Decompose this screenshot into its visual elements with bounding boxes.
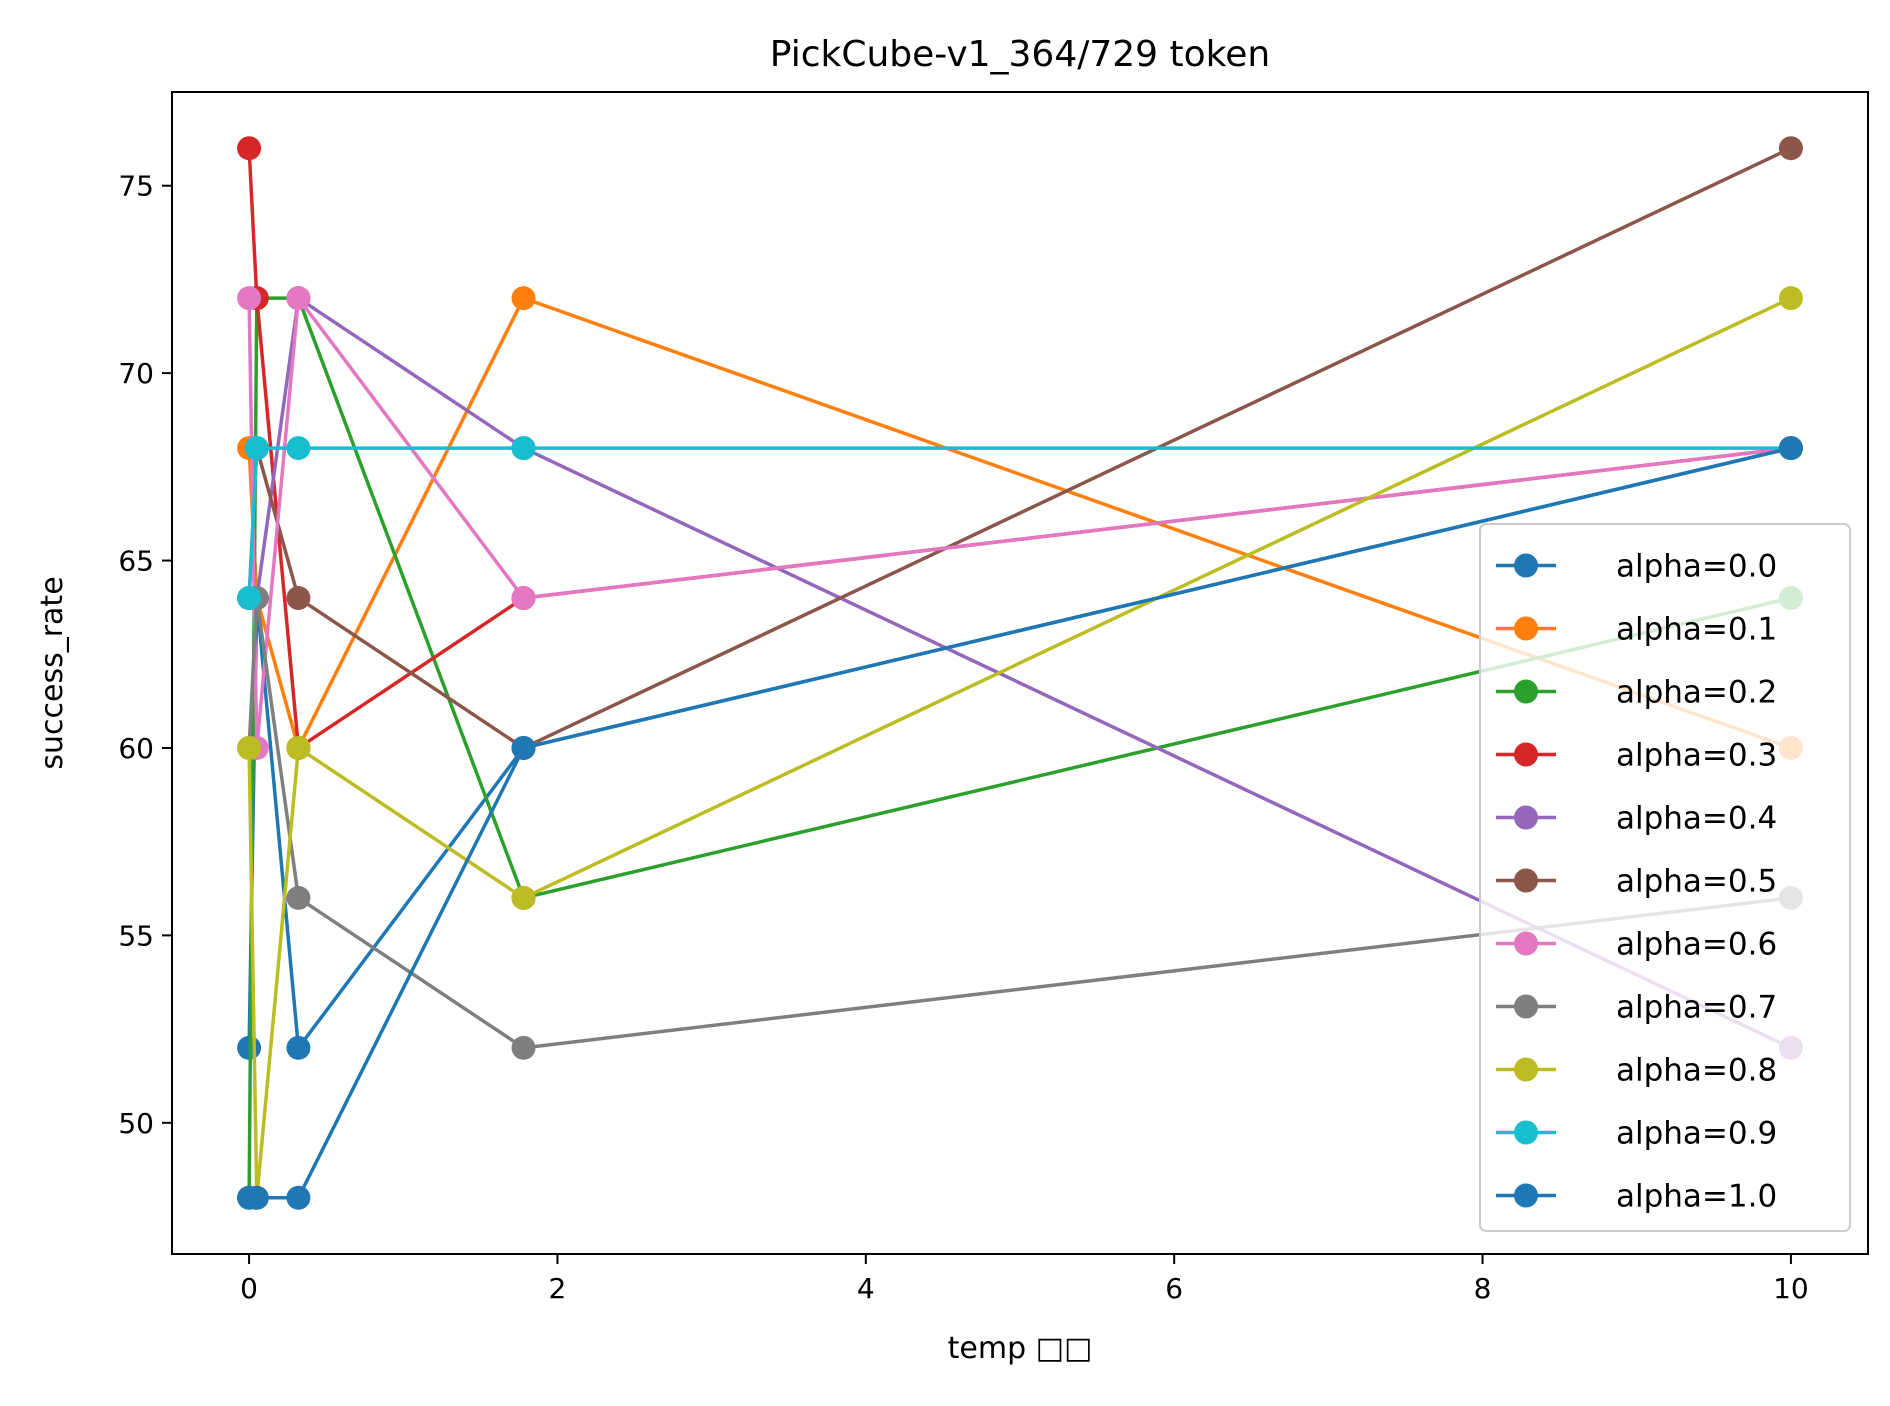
data-point — [286, 1035, 311, 1060]
data-point — [286, 735, 311, 760]
legend-label: alpha=1.0 — [1616, 1179, 1777, 1215]
chart-title: PickCube-v1_364/729 token — [770, 34, 1270, 75]
series-alpha-1-0 — [237, 436, 1803, 1210]
data-point — [511, 1035, 536, 1060]
data-point — [511, 586, 536, 611]
x-tick-label: 4 — [857, 1272, 875, 1305]
plot-frame — [171, 91, 1869, 1255]
legend-item: alpha=1.0 — [1496, 1179, 1777, 1215]
series-layer — [237, 136, 1803, 1210]
legend-label: alpha=0.7 — [1616, 990, 1777, 1026]
legend-item: alpha=0.0 — [1496, 549, 1777, 585]
legend-marker — [1514, 679, 1538, 704]
legend-label: alpha=0.8 — [1616, 1053, 1777, 1089]
legend-marker — [1514, 616, 1538, 641]
legend-item: alpha=0.2 — [1496, 675, 1777, 711]
legend-box — [1479, 523, 1851, 1232]
legend: alpha=0.0 alpha=0.1 alpha=0.2 alpha=0.3 alph… — [1479, 523, 1851, 1232]
y-tick-label: 65 — [118, 545, 154, 578]
legend-item: alpha=0.5 — [1496, 864, 1777, 900]
legend-label: alpha=0.1 — [1616, 612, 1777, 648]
data-point — [1778, 136, 1803, 161]
x-axis: 0 2 4 6 8 10 — [240, 1254, 1809, 1305]
data-point — [244, 1185, 269, 1210]
x-tick-label: 6 — [1165, 1272, 1183, 1305]
legend-label: alpha=0.9 — [1616, 1116, 1777, 1152]
legend-label: alpha=0.6 — [1616, 927, 1777, 963]
legend-marker — [1514, 994, 1538, 1019]
x-tick-label: 2 — [549, 1272, 567, 1305]
legend-marker — [1514, 553, 1538, 578]
legend-label: alpha=0.3 — [1616, 738, 1777, 774]
data-point — [511, 436, 536, 461]
series-alpha-0-8 — [237, 286, 1803, 1210]
data-point — [1778, 436, 1803, 461]
data-point — [286, 1185, 311, 1210]
legend-item: alpha=0.7 — [1496, 990, 1777, 1026]
y-axis: 50 55 60 65 70 75 — [118, 170, 172, 1140]
legend-marker — [1514, 931, 1538, 956]
legend-item: alpha=0.3 — [1496, 738, 1777, 774]
legend-marker — [1514, 742, 1538, 767]
legend-item: alpha=0.8 — [1496, 1053, 1777, 1089]
data-point — [237, 136, 262, 161]
data-point — [286, 885, 311, 910]
data-point — [286, 286, 311, 311]
data-point — [237, 286, 262, 311]
legend-marker — [1514, 805, 1538, 830]
legend-item: alpha=0.1 — [1496, 612, 1777, 648]
y-tick-label: 50 — [118, 1107, 154, 1140]
data-point — [511, 735, 536, 760]
legend-marker — [1514, 1120, 1538, 1145]
legend-label: alpha=0.4 — [1616, 801, 1777, 837]
legend-marker — [1514, 1057, 1538, 1082]
data-point — [237, 586, 262, 611]
data-point — [511, 885, 536, 910]
data-point — [244, 436, 269, 461]
x-tick-label: 10 — [1773, 1272, 1809, 1305]
legend-label: alpha=0.5 — [1616, 864, 1777, 900]
y-tick-label: 70 — [118, 357, 154, 390]
data-point — [1778, 286, 1803, 311]
x-axis-label: temp □□ — [948, 1331, 1093, 1366]
x-tick-label: 8 — [1474, 1272, 1492, 1305]
legend-item: alpha=0.9 — [1496, 1116, 1777, 1152]
legend-marker — [1514, 1183, 1538, 1208]
legend-item: alpha=0.6 — [1496, 927, 1777, 963]
data-point — [286, 586, 311, 611]
legend-label: alpha=0.0 — [1616, 549, 1777, 585]
y-axis-label: success_rate — [35, 576, 70, 769]
y-tick-label: 75 — [118, 170, 154, 203]
data-point — [511, 286, 536, 311]
y-tick-label: 55 — [118, 919, 154, 952]
legend-marker — [1514, 868, 1538, 893]
data-point — [237, 735, 262, 760]
data-point — [286, 436, 311, 461]
legend-item: alpha=0.4 — [1496, 801, 1777, 837]
legend-label: alpha=0.2 — [1616, 675, 1777, 711]
x-tick-label: 0 — [240, 1272, 258, 1305]
y-tick-label: 60 — [118, 732, 154, 765]
